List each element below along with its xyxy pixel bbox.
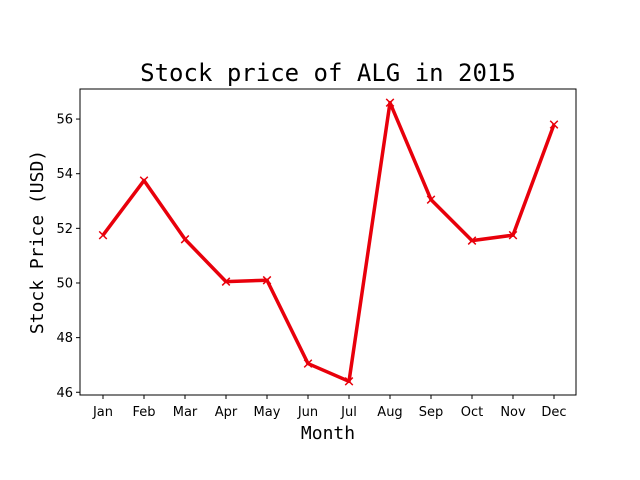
y-tick-label: 56 (56, 113, 73, 128)
data-point-marker (303, 359, 313, 368)
data-point-marker (344, 377, 354, 386)
x-tick-label: Jun (297, 405, 318, 420)
plot-area (79, 88, 577, 396)
x-tick-label: Nov (500, 405, 526, 420)
x-tick-label: Oct (461, 405, 483, 420)
x-tick-label: Mar (173, 405, 198, 420)
x-tick-label: Dec (541, 405, 566, 420)
series-line (101, 100, 556, 384)
x-tick-label: Jul (340, 405, 357, 420)
chart-title: Stock price of ALG in 2015 (140, 59, 516, 87)
x-axis-label: Month (301, 423, 355, 444)
x-tick-label: Jan (92, 405, 113, 420)
x-tick-label: Apr (215, 405, 238, 420)
data-point-marker (139, 176, 149, 185)
data-point-marker (426, 195, 436, 204)
x-axis: Jan Feb Mar Apr May Jun Jul Aug Sep Oct Nov Dec (92, 395, 567, 420)
data-point-marker (508, 230, 518, 240)
data-point-marker (467, 236, 477, 245)
y-axis: 46 48 50 52 54 56 (56, 113, 80, 401)
data-point-marker (98, 230, 108, 240)
data-point-marker (385, 98, 395, 107)
x-tick-label: Feb (132, 405, 155, 420)
y-tick-label: 54 (56, 167, 73, 182)
y-tick-label: 50 (56, 276, 73, 291)
data-point-marker (549, 120, 559, 129)
x-tick-label: Sep (419, 405, 444, 420)
data-point-marker (221, 277, 231, 286)
data-point-marker (262, 275, 272, 285)
data-point-marker (180, 234, 190, 244)
y-axis-label: Stock Price (USD) (27, 150, 48, 334)
y-tick-label: 48 (56, 331, 73, 346)
x-tick-label: May (254, 405, 281, 420)
y-tick-label: 46 (56, 386, 73, 401)
y-tick-label: 52 (56, 222, 73, 237)
series-layer (98, 98, 559, 386)
x-tick-label: Aug (377, 405, 402, 420)
